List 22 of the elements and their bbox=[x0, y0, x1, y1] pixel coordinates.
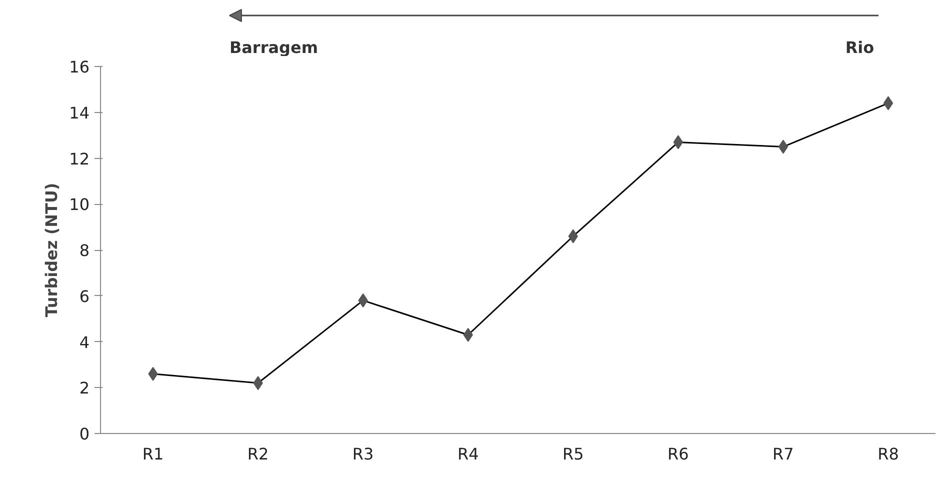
y-tick-label: 16 bbox=[69, 58, 90, 76]
y-axis-title: Turbidez (NTU) bbox=[42, 182, 62, 318]
x-tick-label: R7 bbox=[772, 444, 794, 464]
point bbox=[883, 96, 894, 110]
x-tick-label: R5 bbox=[562, 444, 584, 464]
y-tick-label: 6 bbox=[79, 286, 90, 306]
point bbox=[673, 135, 684, 150]
point bbox=[778, 140, 788, 154]
y-tick-label: 2 bbox=[79, 378, 90, 398]
x-tick-label: R1 bbox=[142, 444, 164, 464]
y-tick-label: 14 bbox=[69, 103, 90, 122]
y-tick-label: 0 bbox=[79, 424, 90, 444]
y-tick-label: 10 bbox=[69, 195, 90, 214]
y-tick-label: 8 bbox=[79, 241, 90, 260]
x-tick-label: R3 bbox=[352, 444, 374, 464]
x-tick-label: R4 bbox=[457, 444, 479, 464]
x-tick-label: R8 bbox=[878, 444, 899, 464]
text: Rio bbox=[845, 38, 874, 57]
y-tick-label: 4 bbox=[79, 332, 90, 352]
x-tick-label: R2 bbox=[247, 444, 269, 464]
y-tick-label: 12 bbox=[69, 149, 90, 168]
x-tick-label: R6 bbox=[668, 444, 689, 464]
